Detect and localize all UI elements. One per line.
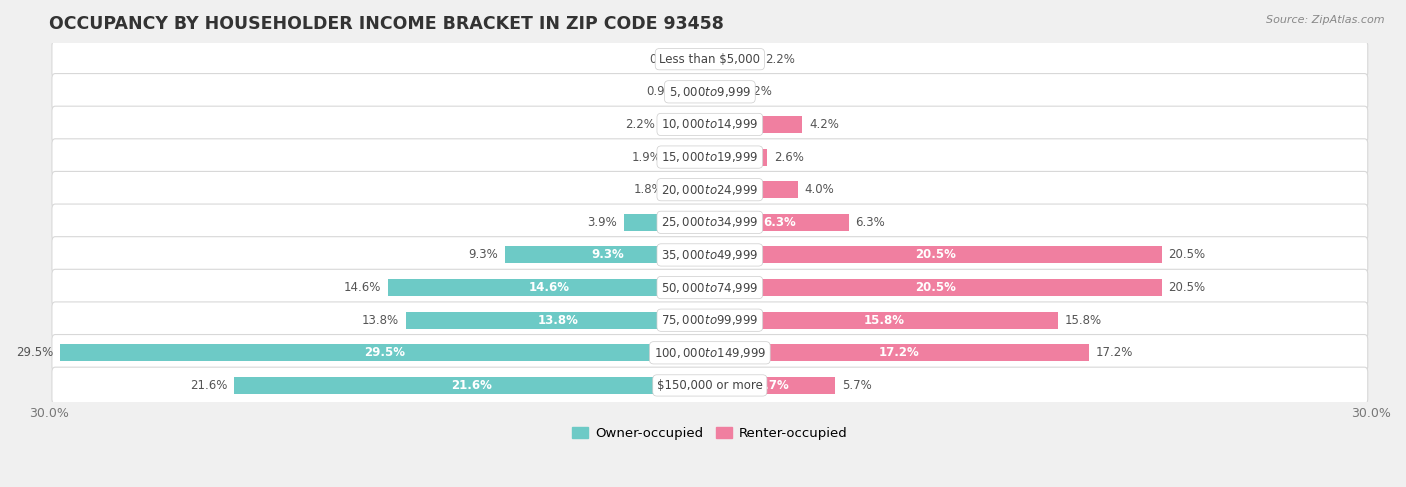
FancyBboxPatch shape [52, 367, 1368, 404]
Text: 13.8%: 13.8% [537, 314, 578, 327]
Text: $10,000 to $14,999: $10,000 to $14,999 [661, 117, 759, 131]
FancyBboxPatch shape [52, 302, 1368, 338]
Bar [710, 279, 1161, 296]
Text: 5.7%: 5.7% [842, 379, 872, 392]
Text: 1.2%: 1.2% [742, 85, 773, 98]
Text: 20.5%: 20.5% [1168, 248, 1205, 262]
Text: 6.3%: 6.3% [763, 216, 796, 229]
Text: 14.6%: 14.6% [529, 281, 569, 294]
Text: $150,000 or more: $150,000 or more [657, 379, 763, 392]
Text: $50,000 to $74,999: $50,000 to $74,999 [661, 281, 759, 295]
Text: 20.5%: 20.5% [915, 281, 956, 294]
Text: 9.3%: 9.3% [468, 248, 498, 262]
Text: 15.8%: 15.8% [863, 314, 904, 327]
Text: $35,000 to $49,999: $35,000 to $49,999 [661, 248, 759, 262]
FancyBboxPatch shape [52, 204, 1368, 241]
Bar [661, 116, 710, 133]
Text: 15.8%: 15.8% [1064, 314, 1102, 327]
Bar [233, 377, 710, 394]
Bar [624, 214, 710, 231]
Text: 17.2%: 17.2% [1095, 346, 1133, 359]
Text: 20.5%: 20.5% [1168, 281, 1205, 294]
Bar [710, 149, 768, 166]
Text: 0.91%: 0.91% [645, 85, 683, 98]
Text: 21.6%: 21.6% [451, 379, 492, 392]
Text: $25,000 to $34,999: $25,000 to $34,999 [661, 215, 759, 229]
Text: OCCUPANCY BY HOUSEHOLDER INCOME BRACKET IN ZIP CODE 93458: OCCUPANCY BY HOUSEHOLDER INCOME BRACKET … [49, 15, 724, 33]
FancyBboxPatch shape [52, 237, 1368, 273]
Bar [406, 312, 710, 329]
Bar [710, 377, 835, 394]
Text: $5,000 to $9,999: $5,000 to $9,999 [669, 85, 751, 99]
Text: 13.8%: 13.8% [361, 314, 399, 327]
Bar [693, 51, 710, 68]
Text: 29.5%: 29.5% [15, 346, 53, 359]
Text: Source: ZipAtlas.com: Source: ZipAtlas.com [1267, 15, 1385, 25]
Text: 29.5%: 29.5% [364, 346, 405, 359]
Text: 14.6%: 14.6% [344, 281, 381, 294]
Bar [710, 51, 758, 68]
Bar [690, 83, 710, 100]
Text: $100,000 to $149,999: $100,000 to $149,999 [654, 346, 766, 360]
Text: 1.9%: 1.9% [631, 150, 661, 164]
Bar [59, 344, 710, 361]
Text: $15,000 to $19,999: $15,000 to $19,999 [661, 150, 759, 164]
FancyBboxPatch shape [52, 139, 1368, 175]
Text: 4.0%: 4.0% [804, 183, 834, 196]
Bar [710, 83, 737, 100]
Bar [710, 312, 1059, 329]
Text: 4.2%: 4.2% [808, 118, 839, 131]
FancyBboxPatch shape [52, 106, 1368, 143]
Bar [668, 149, 710, 166]
Text: Less than $5,000: Less than $5,000 [659, 53, 761, 66]
Text: $75,000 to $99,999: $75,000 to $99,999 [661, 313, 759, 327]
FancyBboxPatch shape [52, 74, 1368, 110]
Text: 9.3%: 9.3% [591, 248, 624, 262]
FancyBboxPatch shape [52, 269, 1368, 306]
FancyBboxPatch shape [52, 171, 1368, 208]
Bar [710, 181, 799, 198]
Bar [710, 214, 849, 231]
Text: 5.7%: 5.7% [756, 379, 789, 392]
Legend: Owner-occupied, Renter-occupied: Owner-occupied, Renter-occupied [567, 422, 852, 446]
FancyBboxPatch shape [52, 335, 1368, 371]
Bar [505, 246, 710, 263]
Text: 0.75%: 0.75% [650, 53, 686, 66]
Text: 21.6%: 21.6% [190, 379, 228, 392]
Bar [388, 279, 710, 296]
Text: 2.2%: 2.2% [765, 53, 794, 66]
Bar [710, 344, 1088, 361]
Bar [710, 246, 1161, 263]
Text: 2.6%: 2.6% [773, 150, 804, 164]
Text: 17.2%: 17.2% [879, 346, 920, 359]
Text: $20,000 to $24,999: $20,000 to $24,999 [661, 183, 759, 197]
Bar [710, 116, 803, 133]
Bar [671, 181, 710, 198]
Text: 20.5%: 20.5% [915, 248, 956, 262]
Text: 6.3%: 6.3% [855, 216, 884, 229]
Text: 1.8%: 1.8% [634, 183, 664, 196]
Text: 3.9%: 3.9% [588, 216, 617, 229]
FancyBboxPatch shape [52, 41, 1368, 77]
Text: 2.2%: 2.2% [624, 118, 655, 131]
